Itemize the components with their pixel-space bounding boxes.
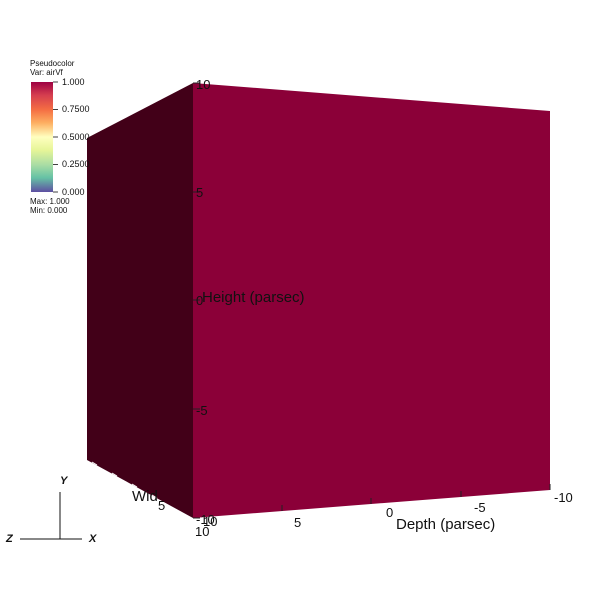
legend-title: Pseudocolor (30, 59, 75, 68)
width-tick-label: 5 (158, 498, 165, 513)
legend-tick-label: 0.5000 (62, 132, 90, 142)
legend-tick-marks (53, 81, 58, 193)
depth-tick-label: 10 (203, 514, 217, 529)
legend-tick-label: 0.000 (62, 187, 85, 197)
color-legend: Pseudocolor Var: airVf 1.000 0.7500 0.50… (30, 59, 90, 215)
legend-variable: Var: airVf (30, 68, 64, 77)
height-tick-label: 10 (196, 77, 210, 92)
legend-colorbar (31, 82, 53, 192)
depth-tick-label: -5 (474, 500, 486, 515)
triad-x-label: X (88, 533, 97, 545)
axis-triad: Z Y X (5, 475, 97, 545)
height-tick-label: -5 (196, 403, 208, 418)
depth-axis-ticks (281, 484, 551, 511)
height-tick-label: 5 (196, 185, 203, 200)
depth-tick-label: 5 (294, 515, 301, 530)
legend-tick-label: 0.2500 (62, 159, 90, 169)
height-tick-label: -10 (196, 512, 215, 527)
depth-tick-label: -10 (554, 490, 573, 505)
cube-side-face (87, 83, 193, 518)
legend-tick-label: 0.7500 (62, 104, 90, 114)
width-axis-ticks (91, 461, 158, 499)
depth-axis-title: Depth (parsec) (396, 516, 495, 533)
height-axis-ticks (193, 82, 200, 519)
depth-tick-label: 0 (386, 505, 393, 520)
triad-z-label: Z (5, 533, 14, 545)
legend-max-label: Max: 1.000 (30, 197, 70, 206)
triad-y-label: Y (60, 475, 69, 487)
cube-front-face (193, 83, 550, 518)
legend-tick-label: 1.000 (62, 77, 85, 87)
legend-min-label: Min: 0.000 (30, 206, 68, 215)
height-axis-title: Height (parsec) (202, 289, 305, 306)
width-axis-title: Wid (132, 488, 158, 505)
height-tick-label: 0 (196, 293, 203, 308)
width-tick-label: 10 (195, 524, 209, 539)
